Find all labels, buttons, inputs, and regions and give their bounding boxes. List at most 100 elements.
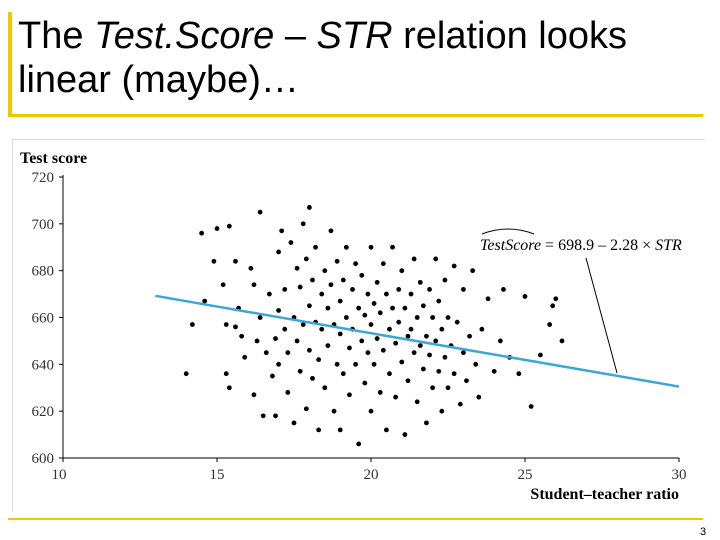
scatter-point [414,399,420,405]
scatter-point [313,244,318,250]
scatter-point [461,350,466,356]
title-text-italic-2: STR [316,15,393,57]
title-text-1: The [18,15,95,57]
scatter-point [362,380,368,386]
scatter-point [384,427,389,433]
scatter-point [402,305,408,311]
scatter-point [291,420,297,426]
regression-line-group [155,294,680,388]
scatter-point [226,223,232,229]
scatter-point [303,406,309,412]
scatter-point [417,279,423,285]
scatter-point [427,287,432,292]
scatter-point [387,326,392,332]
scatter-point [233,324,238,330]
scatter-point [297,368,303,374]
scatter-point [334,258,340,264]
scatter-point [239,333,245,339]
scatter-point [353,361,358,367]
scatter-point [223,371,229,377]
scatter-point [223,322,229,327]
scatter-point [417,343,423,348]
scatter-point [399,268,405,274]
scatter-point [337,298,343,304]
scatter-point [528,404,534,409]
scatter-point [254,338,260,344]
regression-line [155,294,680,388]
scatter-point [316,427,322,433]
scatter-point [371,301,377,306]
x-tick-label: 30 [672,467,687,483]
scatter-point [501,287,506,292]
scatter-point [347,345,352,351]
scatter-point [374,279,380,285]
scatter-point [279,228,285,234]
scatter-point [522,294,528,299]
x-axis-label: Student–teacher ratio [530,486,679,503]
scatter-point [547,322,553,327]
scatter-point [451,263,457,269]
scatter-point [405,378,411,384]
title-text-2: – [274,15,317,57]
y-tick-label: 680 [32,264,55,280]
scatter-point [359,272,365,278]
scatter-point [307,347,312,353]
scatter-point [300,322,306,327]
scatter-point [436,298,442,304]
scatter-point [445,385,451,391]
scatter-point [220,282,226,288]
scatter-point [454,319,460,325]
scatter-point [260,413,266,419]
scatter-point [402,432,408,437]
x-tick-label: 15 [210,467,225,483]
scatter-point [445,315,451,320]
scatter-point [337,427,343,433]
scatter-point [430,385,435,391]
scatter-point [464,378,469,384]
scatter-point [273,336,278,341]
scatter-point [433,338,439,344]
chart-axes: 600 620 640 660 680 700 720 10 15 20 25 30 [32,170,687,483]
scatter-point [411,350,417,356]
scatter-point [211,258,217,264]
x-tick-label: 10 [52,467,67,483]
scatter-point [393,394,399,400]
scatter-point [294,338,300,344]
scatter-point [420,303,426,309]
scatter-point [189,322,195,327]
scatter-point [473,361,479,367]
scatter-point [270,373,275,379]
scatter-point [430,315,435,320]
scatter-point [451,371,457,377]
scatter-point [300,221,306,227]
x-tick-label: 25 [518,467,533,483]
title-text-3: relation looks linear (maybe)… [18,15,628,101]
scatter-point [491,368,497,374]
scatter-point [322,268,328,274]
scatter-point [380,347,386,353]
scatter-point [516,371,522,377]
scatter-point [365,350,371,356]
y-tick-label: 620 [32,404,55,420]
x-tick-label: 20 [364,467,379,483]
figure-frame [12,139,705,512]
scatter-point [248,265,254,271]
scatter-point [411,256,417,262]
scatter-point [325,343,331,348]
equation-label: TestScore = 698.9 – 2.28 × STR [480,237,682,254]
scatter-point [325,305,331,311]
y-tick-label: 700 [32,217,55,233]
scatter-point [442,354,448,360]
title-accent-bar [8,12,12,116]
scatter-point [319,326,325,332]
scatter-point [337,331,343,337]
scatter-point [214,226,220,231]
scatter-point [371,361,377,367]
scatter-point [282,326,288,332]
scatter-point [470,268,476,274]
y-tick-label: 640 [32,357,55,373]
scatter-point [340,277,346,283]
scatter-point [263,350,269,356]
page-number: 3 [700,526,707,538]
